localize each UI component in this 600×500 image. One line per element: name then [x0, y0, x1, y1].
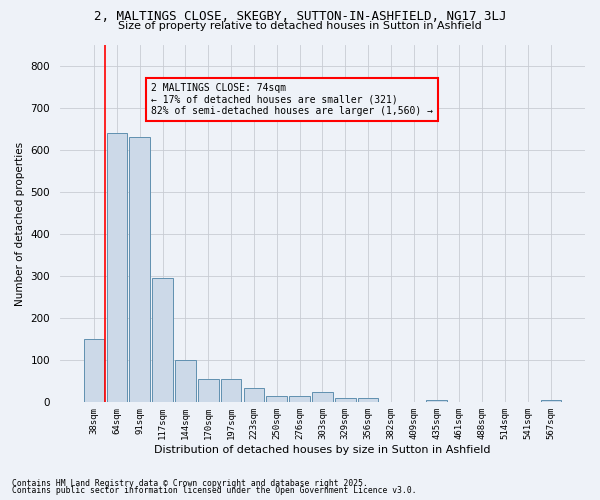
Bar [358, 398, 379, 402]
Bar [107, 134, 127, 402]
Bar [84, 340, 104, 402]
X-axis label: Distribution of detached houses by size in Sutton in Ashfield: Distribution of detached houses by size … [154, 445, 491, 455]
Text: 2, MALTINGS CLOSE, SKEGBY, SUTTON-IN-ASHFIELD, NG17 3LJ: 2, MALTINGS CLOSE, SKEGBY, SUTTON-IN-ASH… [94, 10, 506, 23]
Bar [152, 278, 173, 402]
Bar [221, 379, 241, 402]
Bar [312, 392, 333, 402]
Bar [427, 400, 447, 402]
Bar [244, 388, 264, 402]
Y-axis label: Number of detached properties: Number of detached properties [15, 142, 25, 306]
Text: Size of property relative to detached houses in Sutton in Ashfield: Size of property relative to detached ho… [118, 21, 482, 31]
Bar [130, 138, 150, 402]
Bar [541, 400, 561, 402]
Bar [198, 379, 218, 402]
Bar [266, 396, 287, 402]
Text: Contains HM Land Registry data © Crown copyright and database right 2025.: Contains HM Land Registry data © Crown c… [12, 478, 368, 488]
Text: 2 MALTINGS CLOSE: 74sqm
← 17% of detached houses are smaller (321)
82% of semi-d: 2 MALTINGS CLOSE: 74sqm ← 17% of detache… [151, 83, 433, 116]
Bar [335, 398, 356, 402]
Text: Contains public sector information licensed under the Open Government Licence v3: Contains public sector information licen… [12, 486, 416, 495]
Bar [175, 360, 196, 403]
Bar [289, 396, 310, 402]
